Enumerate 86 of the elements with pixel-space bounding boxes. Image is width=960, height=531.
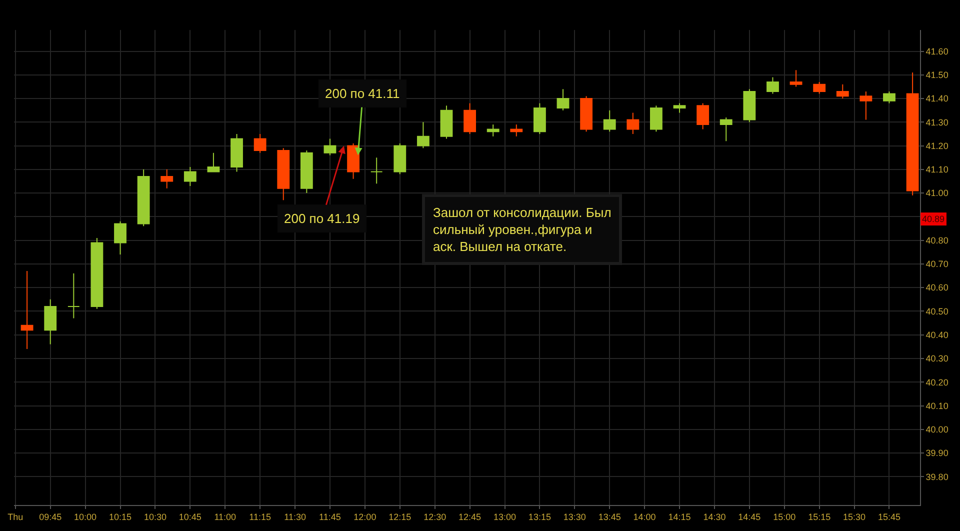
- y-tick-label: 41.20: [926, 140, 948, 151]
- candlestick: [114, 220, 126, 255]
- candlestick: [90, 237, 104, 310]
- candlestick: [160, 168, 174, 189]
- y-tick-label: 40.60: [926, 282, 948, 293]
- x-tick-label: 13:45: [598, 512, 621, 522]
- candlestick: [906, 72, 919, 196]
- candlestick: [883, 90, 896, 104]
- candlestick: [556, 88, 570, 111]
- y-tick-label: 40.70: [926, 259, 948, 270]
- y-tick-label: 41.40: [926, 94, 948, 104]
- candlestick: [534, 102, 546, 134]
- x-tick-label: 11:45: [319, 512, 341, 522]
- y-tick-label: 40.50: [926, 306, 948, 316]
- candlestick: [836, 84, 849, 100]
- x-tick-label: 09:45: [39, 512, 62, 522]
- y-tick-label: 41.50: [926, 70, 948, 80]
- x-tick-label: 12:00: [354, 512, 376, 522]
- candlestick: [510, 124, 523, 137]
- candlestick: [486, 124, 500, 137]
- y-tick-label: 40.10: [926, 400, 948, 411]
- candlestick: [207, 152, 220, 172]
- y-tick-label: 41.00: [926, 188, 948, 198]
- x-tick-label: 11:30: [284, 512, 306, 522]
- candlestick: [230, 133, 243, 172]
- x-tick-label: 10:30: [144, 512, 166, 522]
- candlestick: [44, 298, 57, 345]
- candlestick: [743, 88, 756, 123]
- candlestick: [184, 166, 196, 186]
- x-tick-label: 11:15: [249, 512, 271, 522]
- y-tick-label: 41.10: [926, 164, 948, 175]
- y-tick-label: 39.90: [926, 448, 948, 458]
- x-tick-label: 13:00: [493, 512, 516, 522]
- y-tick-label: 40.20: [926, 377, 948, 388]
- candlestick: [696, 102, 710, 130]
- candlestick: [20, 270, 34, 350]
- candlestick: [394, 142, 406, 175]
- candlestick: [277, 148, 290, 201]
- candlestick: [626, 112, 640, 134]
- x-tick-label: 15:00: [773, 512, 796, 522]
- annotation: 200 по 41.19: [284, 211, 360, 226]
- y-tick-label: 39.80: [926, 472, 948, 482]
- y-tick-label: 41.60: [926, 46, 948, 56]
- candlestick: [67, 272, 80, 319]
- x-tick-label: 15:45: [878, 512, 901, 522]
- candlestick: [603, 110, 616, 132]
- candlestick: [766, 76, 779, 94]
- y-tick-label: 40.80: [926, 235, 948, 246]
- candlestick: [720, 116, 732, 142]
- candlestick: [860, 90, 872, 120]
- y-tick-label: 40.40: [926, 330, 948, 340]
- candlestick: [137, 168, 150, 227]
- y-tick-label: 41.30: [926, 117, 948, 128]
- x-tick-label: 13:30: [563, 512, 586, 522]
- candlestick: [416, 122, 430, 149]
- x-tick-label: 10:15: [108, 512, 132, 522]
- x-tick-label: 12:15: [388, 512, 412, 522]
- candlestick: [300, 150, 313, 194]
- x-tick-label: 10:45: [178, 512, 202, 522]
- x-tick-label: 13:15: [528, 512, 551, 522]
- x-tick-label: 15:15: [808, 512, 831, 522]
- candlestick: [440, 105, 453, 140]
- x-tick-label: 14:30: [703, 512, 726, 522]
- annotation: 40.89: [922, 214, 945, 224]
- x-tick-label: 14:45: [738, 512, 761, 522]
- x-tick-label: 12:45: [458, 512, 482, 522]
- candlestick: [673, 102, 686, 114]
- x-tick-label: 14:00: [633, 512, 656, 522]
- candlestick: [324, 138, 336, 156]
- x-tick-label: 14:15: [668, 512, 691, 522]
- candlestick: [464, 102, 476, 134]
- y-tick-label: 40.00: [926, 424, 948, 435]
- y-tick-label: 40.30: [926, 354, 948, 364]
- annotation: Зашол от консолидации. Был сильный уровен.,фигура и аск. Вышел на откате.: [433, 205, 612, 254]
- candlestick: [813, 81, 826, 94]
- candlestick: [370, 157, 383, 184]
- candlestick: [580, 96, 593, 132]
- x-tick-label: 11:00: [214, 512, 236, 522]
- candlestick: [790, 70, 802, 88]
- x-tick-label: Thu: [8, 512, 24, 522]
- x-tick-label: 12:30: [424, 512, 446, 522]
- candlestick: [254, 133, 266, 154]
- annotation: 200 по 41.11: [325, 86, 400, 101]
- candlestick: [650, 105, 662, 132]
- x-tick-label: 10:00: [74, 512, 97, 522]
- x-tick-label: 15:30: [843, 512, 866, 522]
